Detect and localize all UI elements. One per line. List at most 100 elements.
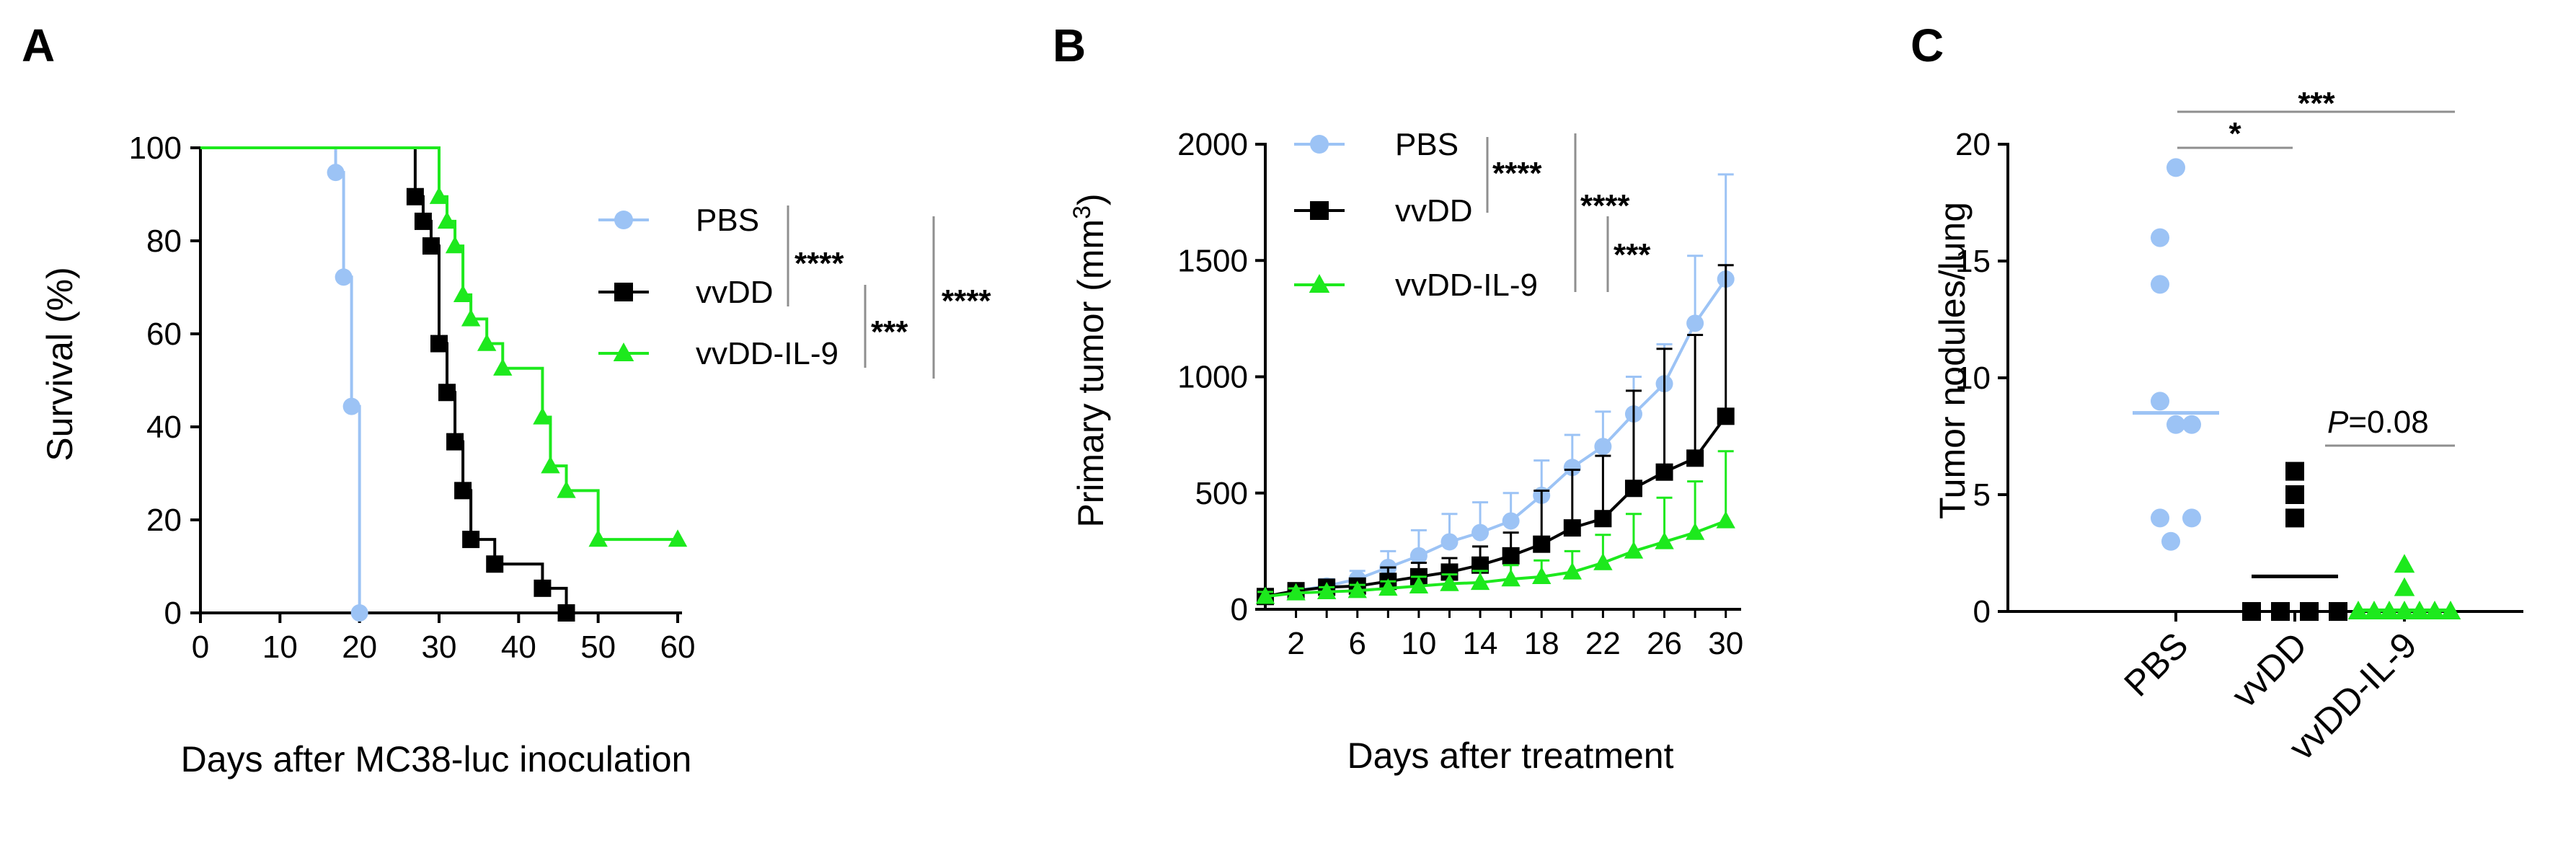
tumor-nodules-group-vvdd-il-9 (2347, 554, 2461, 620)
legend-item-vvdd-il-9: vvDD-IL-9 (598, 336, 838, 371)
tumor-growth-x-tick-label: 18 (1524, 626, 1559, 661)
p-value-italic-p: P (2327, 405, 2349, 440)
survival-x-tick-label: 50 (580, 629, 616, 665)
tumor-growth-y-axis-title-superscript: 3 (1068, 206, 1096, 219)
survival-point-vvdd (486, 555, 504, 573)
tumor-growth-point-pbs (1502, 512, 1520, 530)
survival-x-tick-label: 30 (422, 629, 457, 665)
legend-marker-vvdd (614, 283, 633, 301)
tumor-growth-point-pbs (1440, 533, 1459, 551)
tumor-growth-line-pbs (1265, 278, 1727, 598)
survival-y-tick-label: 20 (146, 503, 182, 538)
survival-series-vvdd (200, 146, 575, 622)
tumor-growth-y-tick-label: 1000 (1177, 360, 1248, 395)
tumor-growth-x-tick-label: 26 (1647, 626, 1682, 661)
tumor-growth-point-pbs (1686, 314, 1704, 332)
survival-plot-area: 0 10 20 30 40 50 60 0 20 40 60 80 100 (129, 131, 696, 665)
tumor-growth-point-vvdd-il-9 (1378, 578, 1398, 596)
tumor-nodules-category-label: vvDD (2224, 624, 2315, 715)
tumor-nodules-point-vvdd-il-9 (2394, 577, 2415, 596)
tumor-nodules-y-tick-label: 5 (1973, 477, 1991, 513)
tumor-nodules-y-tick-label: 10 (1955, 361, 1991, 396)
legend-label-vvdd-il-9: vvDD-IL-9 (1395, 268, 1538, 303)
survival-point-vvdd-il-9 (461, 309, 481, 327)
tumor-growth-point-vvdd (1502, 547, 1520, 565)
tumor-growth-point-vvdd (1686, 449, 1704, 467)
tumor-nodules-point-vvdd (2271, 602, 2290, 621)
tumor-growth-y-tick-label: 2000 (1177, 127, 1248, 162)
tumor-nodules-point-vvdd (2285, 485, 2304, 504)
tumor-growth-x-tick-label: 30 (1708, 626, 1743, 661)
survival-point-pbs (335, 268, 353, 286)
tumor-growth-x-tick-label: 22 (1585, 626, 1621, 661)
tumor-growth-point-vvdd (1563, 519, 1581, 537)
survival-point-vvdd-il-9 (453, 285, 473, 303)
tumor-nodules-point-pbs (2151, 275, 2169, 294)
legend-item-vvdd: vvDD (1294, 193, 1473, 229)
tumor-growth-point-vvdd-il-9 (1255, 586, 1275, 604)
tumor-growth-point-vvdd-il-9 (1501, 569, 1521, 587)
legend-marker-pbs (614, 211, 633, 229)
tumor-nodules-y-tick-label: 20 (1955, 127, 1991, 162)
survival-curve-pbs (200, 146, 361, 613)
survival-point-vvdd (534, 579, 552, 597)
tumor-growth-point-vvdd-il-9 (1655, 531, 1674, 549)
legend-marker-vvdd-il-9 (1309, 274, 1330, 293)
significance-label: *** (2298, 86, 2335, 121)
legend-label-vvdd: vvDD (1395, 193, 1473, 229)
tumor-growth-point-vvdd-il-9 (1409, 575, 1429, 593)
survival-point-vvdd-il-9 (557, 480, 576, 498)
tumor-nodules-y-tick-label: 0 (1973, 594, 1991, 629)
legend-item-vvdd: vvDD (598, 275, 774, 310)
survival-point-vvdd-il-9 (668, 529, 688, 547)
tumor-growth-point-vvdd-il-9 (1716, 511, 1735, 529)
tumor-nodules-point-vvdd (2242, 602, 2261, 621)
legend-marker-vvdd (1310, 201, 1329, 220)
tumor-nodules-point-pbs (2151, 228, 2169, 247)
survival-point-pbs (350, 604, 368, 622)
survival-point-vvdd (438, 384, 456, 402)
tumor-growth-point-vvdd-il-9 (1347, 580, 1367, 598)
survival-series-pbs (200, 146, 368, 622)
tumor-nodules-point-vvdd (2300, 602, 2319, 621)
tumor-growth-point-vvdd-il-9 (1470, 573, 1490, 591)
tumor-nodules-point-pbs (2166, 415, 2185, 434)
tumor-nodules-point-pbs (2161, 531, 2180, 551)
legend-marker-pbs (1310, 135, 1329, 154)
tumor-growth-series-vvdd-il-9 (1255, 450, 1735, 604)
tumor-growth-point-vvdd-il-9 (1562, 562, 1583, 580)
tumor-growth-point-vvdd (1594, 510, 1612, 528)
survival-y-tick-label: 0 (164, 596, 182, 631)
tumor-growth-x-tick-label: 10 (1401, 626, 1436, 661)
tumor-growth-point-pbs (1594, 438, 1612, 456)
tumor-nodules-y-axis-title: Tumor nodules/lung (1932, 202, 1973, 519)
tumor-growth-point-vvdd-il-9 (1624, 541, 1644, 559)
tumor-growth-point-vvdd-il-9 (1316, 582, 1337, 600)
survival-point-vvdd (422, 237, 440, 255)
tumor-growth-point-pbs (1563, 459, 1581, 477)
tumor-nodules-category-label: PBS (2116, 624, 2195, 704)
survival-point-vvdd-il-9 (429, 186, 449, 204)
significance-label: **** (795, 246, 844, 281)
legend-item-pbs: PBS (1294, 127, 1459, 162)
significance-label: *** (1614, 237, 1651, 273)
tumor-nodules-group-vvdd (2242, 461, 2347, 621)
tumor-growth-point-vvdd (1624, 480, 1642, 498)
tumor-growth-x-tick-label: 2 (1287, 626, 1304, 661)
significance-label: **** (942, 283, 991, 319)
survival-x-tick-label: 20 (342, 629, 377, 665)
survival-point-vvdd (454, 482, 472, 500)
legend-label-vvdd: vvDD (696, 275, 774, 310)
panel-label-b: B (1053, 19, 1086, 71)
tumor-growth-y-axis-title: Primary tumor (mm3) (1068, 193, 1111, 527)
significance-label: **** (1580, 188, 1630, 224)
survival-point-vvdd (430, 335, 448, 353)
tumor-nodules-significance-brackets: ****P=0.08 (2177, 86, 2455, 447)
tumor-growth-x-tick-label: 14 (1463, 626, 1498, 661)
survival-point-vvdd-il-9 (493, 358, 513, 376)
tumor-nodules-point-vvdd-il-9 (2347, 601, 2369, 620)
tumor-growth-point-vvdd (1655, 463, 1673, 481)
